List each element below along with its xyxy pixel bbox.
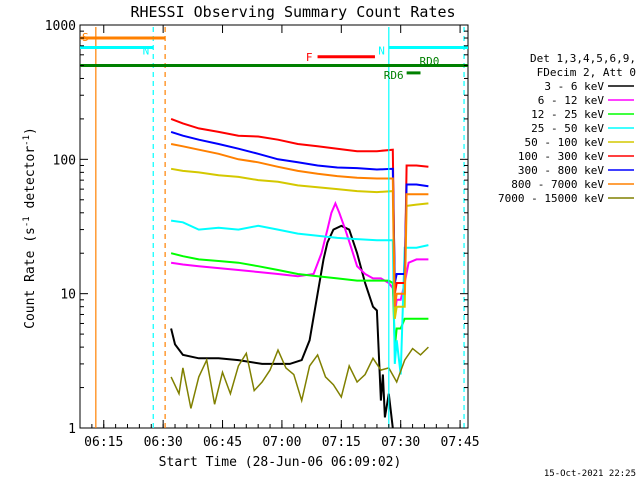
x-tick-label-5: 07:30: [381, 435, 420, 450]
x-tick-label-3: 07:00: [262, 435, 301, 450]
legend-entry-label-8: 7000 - 15000 keV: [498, 192, 604, 205]
y-axis-label: Count Rate (s-1 detector-1): [22, 127, 38, 329]
series-line-50-100-kev: [170, 167, 429, 319]
state-flag-s-0: S: [82, 31, 89, 44]
legend-header-2: FDecim 2, Att 0: [537, 66, 636, 79]
vline-layer: [95, 27, 465, 428]
state-flag-f-3: F: [306, 51, 313, 64]
state-flag-n-1: N: [143, 44, 150, 57]
state-flag-rd0-6: RD0: [419, 55, 439, 68]
x-tick-label-1: 06:30: [144, 435, 183, 450]
series-layer: [170, 117, 429, 429]
series-line-7000-15000-kev: [170, 346, 429, 409]
legend-entry-label-2: 12 - 25 keV: [531, 108, 604, 121]
legend-header-1: Det 1,3,4,5,6,9,: [530, 52, 636, 65]
series-line-3-6-kev: [170, 224, 394, 429]
legend-entry-label-0: 3 - 6 keV: [544, 80, 604, 93]
y-tick-label-3: 1000: [45, 19, 76, 34]
x-tick-label-2: 06:45: [203, 435, 242, 450]
chart-title: RHESSI Observing Summary Count Rates: [130, 3, 455, 21]
series-line-6-12-kev: [170, 200, 429, 315]
y-tick-label-0: 1: [68, 422, 76, 437]
state-flag-rd6-5: RD6: [384, 69, 404, 82]
legend-entry-label-4: 50 - 100 keV: [525, 136, 605, 149]
plot-frame: [79, 24, 469, 429]
tick-layer: 06:15 06:30 06:45 07:00 07:15 07:30 07:45 1 10 10…: [45, 19, 480, 450]
footer-timestamp: 15-Oct-2021 22:25: [544, 469, 636, 479]
legend-entry-label-1: 6 - 12 keV: [538, 94, 605, 107]
legend-entry-label-6: 300 - 800 keV: [518, 164, 604, 177]
x-axis-label: Start Time (28-Jun-06 06:09:02): [159, 455, 402, 470]
x-tick-label-6: 07:45: [441, 435, 480, 450]
legend-entry-label-5: 100 - 300 keV: [518, 150, 604, 163]
series-line-800-7000-kev: [170, 143, 429, 307]
y-tick-label-1: 10: [60, 288, 76, 303]
x-tick-label-0: 06:15: [84, 435, 123, 450]
legend-entry-label-3: 25 - 50 keV: [531, 122, 604, 135]
series-line-25-50-kev: [170, 219, 429, 375]
state-flag-n-2: N: [378, 44, 385, 57]
series-line-12-25-kev: [170, 252, 429, 348]
legend: Det 1,3,4,5,6,9, FDecim 2, Att 0 3 - 6 k…: [498, 52, 636, 205]
legend-entry-label-7: 800 - 7000 keV: [511, 178, 604, 191]
y-tick-label-2: 100: [53, 153, 76, 168]
state-bar-layer: S N N F RD6 RD0: [80, 31, 468, 82]
x-tick-label-4: 07:15: [322, 435, 361, 450]
